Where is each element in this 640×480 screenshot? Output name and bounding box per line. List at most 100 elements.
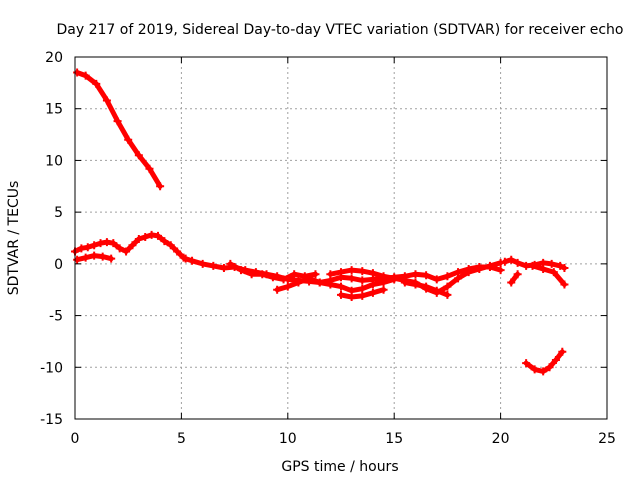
data-point bbox=[347, 266, 356, 275]
data-point bbox=[358, 284, 367, 293]
data-point bbox=[496, 266, 505, 275]
data-point bbox=[326, 280, 335, 289]
data-point bbox=[443, 272, 452, 281]
x-tick-label: 20 bbox=[492, 431, 510, 447]
series-satellite-e bbox=[226, 259, 320, 284]
series-satellite-h bbox=[337, 285, 388, 301]
data-point bbox=[124, 135, 133, 144]
data-point bbox=[90, 241, 99, 250]
data-point bbox=[545, 363, 554, 372]
data-point bbox=[107, 254, 116, 263]
data-point bbox=[73, 255, 82, 264]
data-point bbox=[560, 263, 569, 272]
data-point bbox=[422, 271, 431, 280]
data-point bbox=[368, 269, 377, 278]
y-tick-label: 20 bbox=[45, 50, 63, 66]
data-point bbox=[551, 356, 560, 365]
data-point bbox=[134, 235, 143, 244]
data-point bbox=[507, 255, 516, 264]
data-point bbox=[305, 274, 314, 283]
y-tick-label: 5 bbox=[54, 205, 63, 221]
data-point bbox=[549, 268, 558, 277]
data-point bbox=[379, 285, 388, 294]
data-point bbox=[290, 270, 299, 279]
grid bbox=[75, 57, 607, 419]
data-point bbox=[156, 182, 165, 191]
data-point bbox=[226, 259, 235, 268]
data-point bbox=[273, 285, 282, 294]
data-point bbox=[294, 278, 303, 287]
data-point bbox=[358, 267, 367, 276]
data-point bbox=[315, 278, 324, 287]
data-point bbox=[77, 244, 86, 253]
tick-labels: 0 5 10 15 20 25 -15 -10 -5 0 5 10 15 20 bbox=[40, 50, 616, 447]
data-point bbox=[539, 265, 548, 274]
data-point bbox=[368, 288, 377, 297]
data-point bbox=[160, 237, 169, 246]
data-point bbox=[443, 290, 452, 299]
data-point bbox=[109, 239, 118, 248]
series-line bbox=[523, 349, 565, 374]
data-point bbox=[258, 270, 267, 279]
data-point bbox=[556, 261, 565, 270]
data-point bbox=[422, 282, 431, 291]
data-point bbox=[236, 266, 245, 275]
data-point bbox=[81, 253, 90, 262]
data-point bbox=[560, 280, 569, 289]
data-point bbox=[102, 238, 111, 247]
data-point bbox=[539, 367, 548, 376]
data-point bbox=[92, 79, 101, 88]
data-point bbox=[311, 270, 320, 279]
data-point bbox=[358, 291, 367, 300]
y-tick-label: 10 bbox=[45, 153, 63, 169]
series-line bbox=[530, 263, 567, 287]
data-point bbox=[181, 254, 190, 263]
x-axis-label: GPS time / hours bbox=[281, 459, 398, 475]
data-point bbox=[115, 244, 124, 253]
data-point bbox=[432, 275, 441, 284]
data-point bbox=[500, 257, 509, 266]
data-point bbox=[513, 258, 522, 267]
data-point bbox=[268, 273, 277, 282]
y-tick-label: -10 bbox=[40, 360, 63, 376]
data-point bbox=[390, 274, 399, 283]
data-point bbox=[198, 259, 207, 268]
data-point bbox=[464, 268, 473, 277]
data-point bbox=[102, 96, 111, 105]
data-point bbox=[530, 365, 539, 374]
data-point bbox=[368, 280, 377, 289]
data-point bbox=[73, 68, 82, 77]
data-point bbox=[134, 151, 143, 160]
x-tick-label: 10 bbox=[279, 431, 297, 447]
series-satellite-b bbox=[71, 230, 188, 262]
x-tick-label: 25 bbox=[598, 431, 616, 447]
series-line bbox=[508, 271, 521, 285]
data-point bbox=[475, 265, 484, 274]
data-point bbox=[347, 274, 356, 283]
data-point bbox=[528, 261, 537, 270]
data-point bbox=[358, 276, 367, 285]
data-point bbox=[513, 270, 522, 279]
data-point bbox=[247, 270, 256, 279]
data-point bbox=[173, 247, 182, 256]
data-point bbox=[153, 231, 162, 240]
data-point bbox=[166, 241, 175, 250]
data-point bbox=[326, 270, 335, 279]
data-point bbox=[141, 232, 150, 241]
data-point bbox=[90, 251, 99, 260]
y-tick-label: -15 bbox=[40, 412, 63, 428]
x-tick-label: 15 bbox=[385, 431, 403, 447]
data-point bbox=[83, 243, 92, 252]
data-point bbox=[188, 256, 197, 265]
series-satellite-k bbox=[507, 270, 522, 287]
data-point bbox=[485, 261, 494, 270]
data-point bbox=[454, 274, 463, 283]
data-point bbox=[122, 247, 131, 256]
plot-frame bbox=[74, 56, 608, 420]
x-tick-label: 0 bbox=[71, 431, 80, 447]
series-satellite-l bbox=[528, 261, 569, 289]
data-point bbox=[507, 278, 516, 287]
data-point bbox=[147, 230, 156, 239]
data-point bbox=[283, 282, 292, 291]
